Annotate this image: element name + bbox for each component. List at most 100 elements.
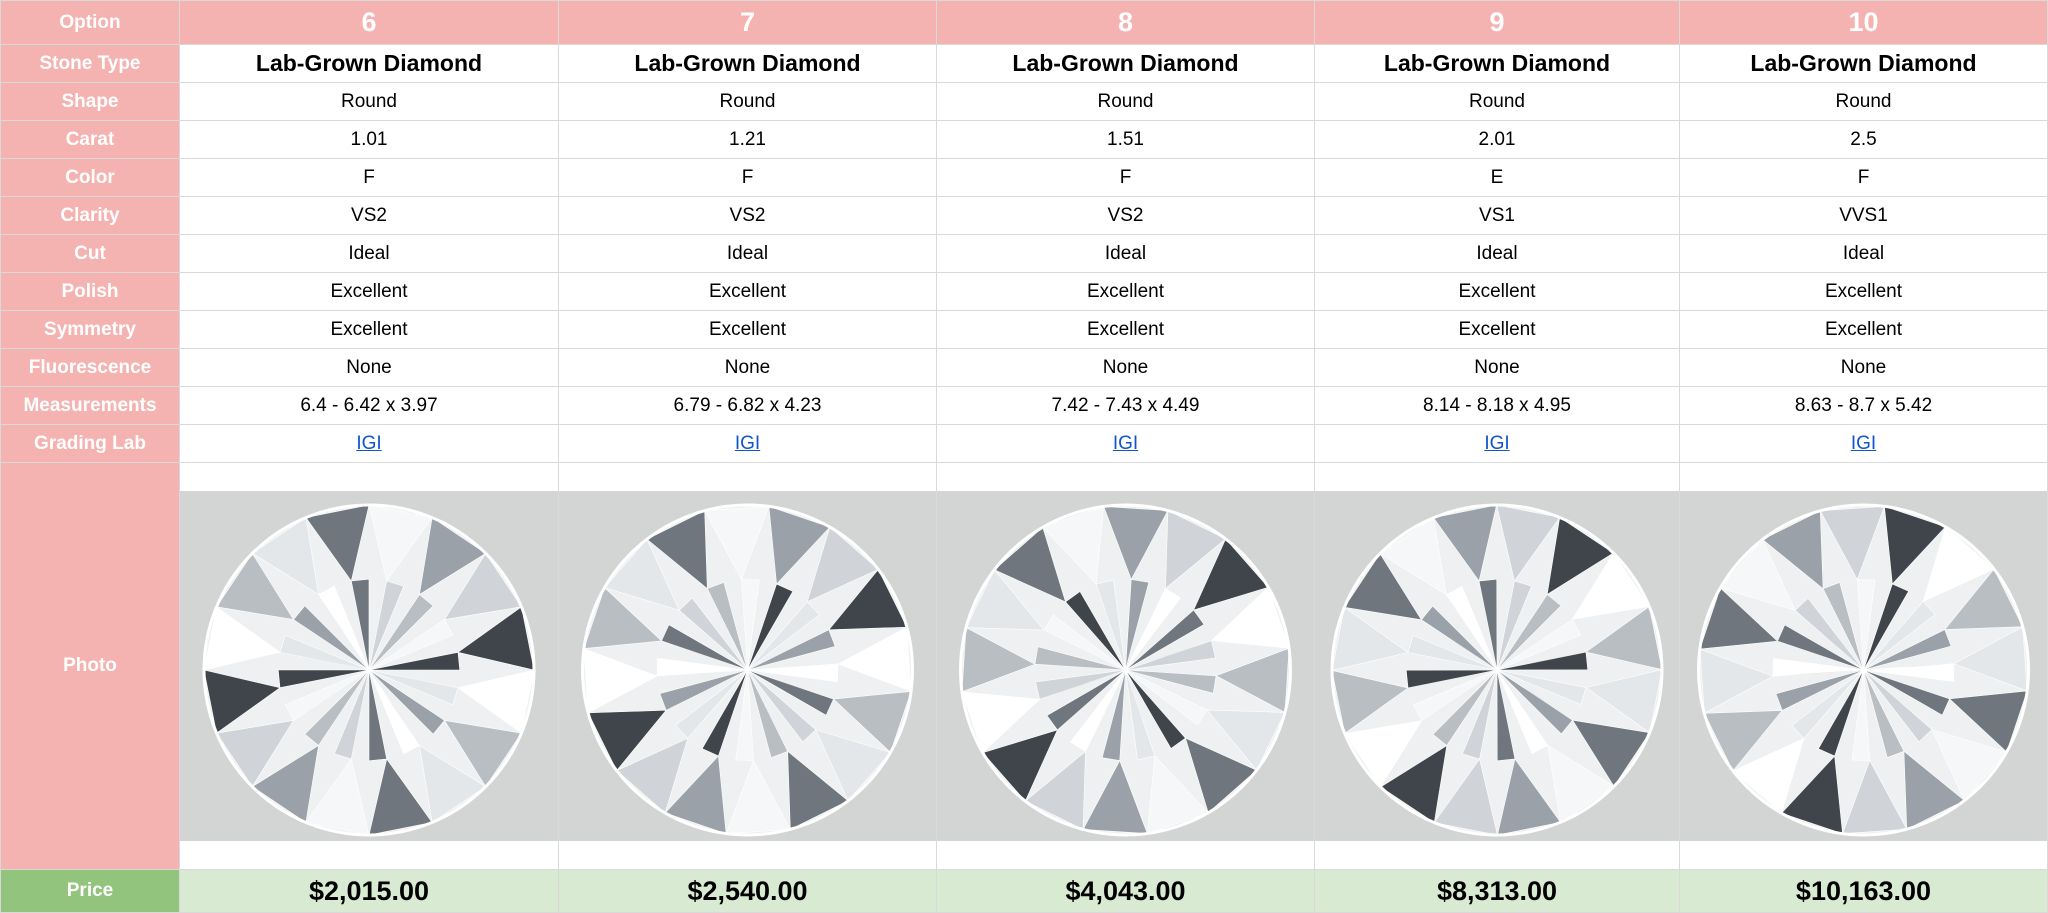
cut-value: Ideal <box>179 234 559 273</box>
cut-value: Ideal <box>558 234 937 273</box>
cut-value: Ideal <box>936 234 1315 273</box>
option-number: 7 <box>558 0 937 45</box>
carat-label: Carat <box>0 120 180 159</box>
stone-type-row: Stone Type Lab-Grown Diamond Lab-Grown D… <box>0 44 2048 83</box>
carat-value: 1.01 <box>179 120 559 159</box>
stone-type-value: Lab-Grown Diamond <box>1314 44 1680 83</box>
photo-label: Photo <box>0 462 180 870</box>
fluorescence-value: None <box>558 348 937 387</box>
symmetry-value: Excellent <box>1314 310 1680 349</box>
clarity-value: VS2 <box>179 196 559 235</box>
symmetry-value: Excellent <box>1679 310 2048 349</box>
diamond-photo-icon[interactable] <box>937 464 1314 869</box>
option-number: 10 <box>1679 0 2048 45</box>
price-value: $10,163.00 <box>1679 869 2048 913</box>
carat-value: 1.21 <box>558 120 937 159</box>
photo-cell <box>1679 462 2048 870</box>
price-value: $2,540.00 <box>558 869 937 913</box>
carat-value: 2.5 <box>1679 120 2048 159</box>
symmetry-label: Symmetry <box>0 310 180 349</box>
grading-lab-link[interactable]: IGI <box>1484 432 1510 454</box>
symmetry-value: Excellent <box>558 310 937 349</box>
stone-type-label: Stone Type <box>0 44 180 83</box>
polish-value: Excellent <box>1314 272 1680 311</box>
shape-row: Shape Round Round Round Round Round <box>0 82 2048 121</box>
shape-label: Shape <box>0 82 180 121</box>
grading-lab-label: Grading Lab <box>0 424 180 463</box>
photo-cell <box>558 462 937 870</box>
color-value: F <box>936 158 1315 197</box>
fluorescence-value: None <box>1679 348 2048 387</box>
clarity-row: Clarity VS2 VS2 VS2 VS1 VVS1 <box>0 196 2048 235</box>
cut-row: Cut Ideal Ideal Ideal Ideal Ideal <box>0 234 2048 273</box>
shape-value: Round <box>558 82 937 121</box>
price-value: $4,043.00 <box>936 869 1315 913</box>
stone-type-value: Lab-Grown Diamond <box>179 44 559 83</box>
shape-value: Round <box>936 82 1315 121</box>
clarity-value: VS2 <box>558 196 937 235</box>
grading-lab-link[interactable]: IGI <box>1850 432 1877 454</box>
measurements-value: 6.79 - 6.82 x 4.23 <box>558 386 937 425</box>
symmetry-value: Excellent <box>179 310 559 349</box>
diamond-photo-icon[interactable] <box>1680 464 2047 869</box>
cut-value: Ideal <box>1314 234 1680 273</box>
clarity-value: VS1 <box>1314 196 1680 235</box>
diamond-photo-icon[interactable] <box>559 464 936 869</box>
fluorescence-label: Fluorescence <box>0 348 180 387</box>
clarity-value: VS2 <box>936 196 1315 235</box>
color-label: Color <box>0 158 180 197</box>
carat-row: Carat 1.01 1.21 1.51 2.01 2.5 <box>0 120 2048 159</box>
color-value: E <box>1314 158 1680 197</box>
grading-lab-link[interactable]: IGI <box>1112 432 1139 454</box>
measurements-value: 8.63 - 8.7 x 5.42 <box>1679 386 2048 425</box>
stone-type-value: Lab-Grown Diamond <box>558 44 937 83</box>
photo-row: Photo <box>0 462 2048 870</box>
measurements-row: Measurements 6.4 - 6.42 x 3.97 6.79 - 6.… <box>0 386 2048 425</box>
grading-lab-link[interactable]: IGI <box>356 432 382 454</box>
color-value: F <box>1679 158 2048 197</box>
clarity-value: VVS1 <box>1679 196 2048 235</box>
carat-value: 2.01 <box>1314 120 1680 159</box>
diamond-photo-icon[interactable] <box>1315 464 1679 869</box>
grading-lab-link[interactable]: IGI <box>734 432 761 454</box>
photo-cell <box>936 462 1315 870</box>
cut-label: Cut <box>0 234 180 273</box>
shape-value: Round <box>1314 82 1680 121</box>
measurements-value: 8.14 - 8.18 x 4.95 <box>1314 386 1680 425</box>
fluorescence-value: None <box>179 348 559 387</box>
option-row: Option 6 7 8 9 10 <box>0 0 2048 45</box>
shape-value: Round <box>179 82 559 121</box>
photo-cell <box>179 462 559 870</box>
price-label: Price <box>0 869 180 913</box>
symmetry-value: Excellent <box>936 310 1315 349</box>
polish-row: Polish Excellent Excellent Excellent Exc… <box>0 272 2048 311</box>
photo-cell <box>1314 462 1680 870</box>
polish-value: Excellent <box>558 272 937 311</box>
option-label: Option <box>0 0 180 45</box>
grading-lab-row: Grading Lab IGI IGI IGI IGI IGI <box>0 424 2048 463</box>
price-row: Price $2,015.00 $2,540.00 $4,043.00 $8,3… <box>0 869 2048 913</box>
option-number: 8 <box>936 0 1315 45</box>
diamond-photo-icon[interactable] <box>180 464 558 869</box>
measurements-value: 7.42 - 7.43 x 4.49 <box>936 386 1315 425</box>
option-number: 9 <box>1314 0 1680 45</box>
stone-type-value: Lab-Grown Diamond <box>936 44 1315 83</box>
shape-value: Round <box>1679 82 2048 121</box>
fluorescence-value: None <box>1314 348 1680 387</box>
stone-type-value: Lab-Grown Diamond <box>1679 44 2048 83</box>
symmetry-row: Symmetry Excellent Excellent Excellent E… <box>0 310 2048 349</box>
polish-value: Excellent <box>179 272 559 311</box>
clarity-label: Clarity <box>0 196 180 235</box>
price-value: $8,313.00 <box>1314 869 1680 913</box>
polish-value: Excellent <box>1679 272 2048 311</box>
measurements-value: 6.4 - 6.42 x 3.97 <box>179 386 559 425</box>
fluorescence-row: Fluorescence None None None None None <box>0 348 2048 387</box>
color-row: Color F F F E F <box>0 158 2048 197</box>
price-value: $2,015.00 <box>179 869 559 913</box>
fluorescence-value: None <box>936 348 1315 387</box>
color-value: F <box>179 158 559 197</box>
option-number: 6 <box>179 0 559 45</box>
polish-value: Excellent <box>936 272 1315 311</box>
